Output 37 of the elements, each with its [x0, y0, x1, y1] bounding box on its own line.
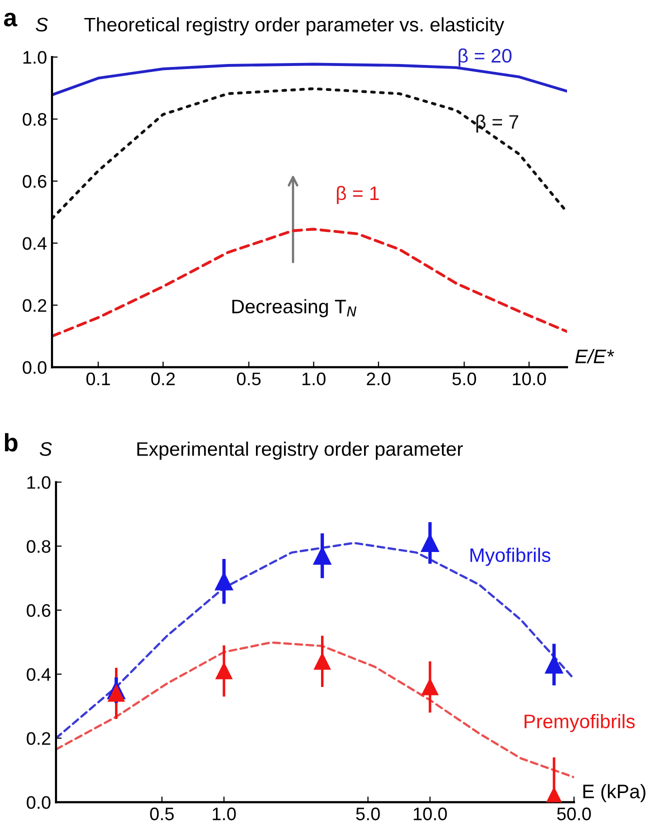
y-tick-label: 0.4: [22, 237, 47, 250]
x-tick-label: 0.5: [150, 808, 174, 820]
x-tick-label: 5.0: [452, 372, 476, 386]
text: b: [4, 433, 18, 452]
x-tick-label: 10.0: [414, 808, 447, 820]
chart-title: Theoretical registry order parameter vs. elasticity: [84, 17, 504, 36]
x-tick-label: 1.0: [212, 808, 236, 820]
series-label: β = 1: [336, 186, 379, 204]
chart-title: Experimental registry order parameter: [137, 442, 463, 460]
y-axis-title: S: [40, 442, 52, 456]
x-tick-label: 1.0: [302, 372, 326, 386]
x-tick-label: 10.0: [512, 372, 546, 386]
y-tick-label: 0.4: [26, 668, 51, 681]
y-tick-label: 0.2: [26, 732, 50, 745]
y-tick-label: 0.8: [26, 540, 50, 553]
y-tick-label: 0.6: [26, 604, 50, 617]
x-tick-label: 2.0: [366, 372, 390, 386]
y-tick-label: 0.0: [22, 361, 46, 374]
y-tick-label: 0.6: [22, 175, 46, 188]
x-axis-title: E (kPa): [583, 784, 646, 802]
x-tick-label: 0.1: [86, 372, 110, 386]
text: Premyofibrils: [524, 714, 635, 732]
x-axis-title: E/E*: [575, 349, 614, 364]
x-tick-label: 5.0: [356, 808, 380, 820]
y-tick-label: 1.0: [27, 476, 50, 489]
x-tick-label: 0.2: [151, 372, 175, 386]
y-tick-label: 0.2: [22, 299, 46, 312]
annotation: Decreasing T$_{N}$: [232, 299, 356, 318]
series-label: β = 20: [458, 48, 512, 67]
series-label: Myofibrils: [470, 548, 550, 566]
y-axis-title: S: [36, 18, 48, 32]
y-tick-label: 0.0: [26, 796, 50, 809]
y-tick-label: 0.8: [22, 113, 46, 126]
x-tick-label: 0.5: [236, 372, 261, 386]
text: a: [4, 12, 18, 26]
y-tick-label: 1.0: [23, 50, 46, 64]
x-tick-label: 50.0: [557, 808, 591, 820]
